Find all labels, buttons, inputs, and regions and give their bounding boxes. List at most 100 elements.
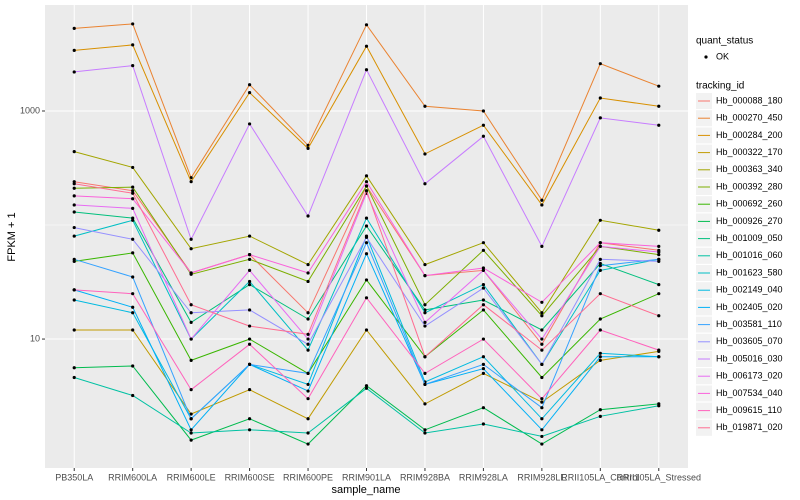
data-point	[306, 389, 310, 393]
data-point	[306, 337, 310, 341]
data-point	[423, 182, 427, 186]
data-point	[306, 271, 310, 275]
data-point	[540, 328, 544, 332]
data-point	[189, 428, 193, 432]
legend-label: OK	[716, 51, 729, 61]
data-point	[306, 371, 310, 375]
x-tick-label: RRIM600SE	[225, 472, 275, 482]
data-point	[247, 234, 252, 238]
data-point	[131, 189, 135, 193]
data-point	[306, 431, 310, 435]
data-point	[481, 241, 486, 245]
data-point	[540, 337, 544, 341]
data-point	[657, 228, 661, 232]
data-point	[247, 362, 252, 366]
data-point	[540, 397, 544, 401]
data-point	[364, 224, 369, 228]
data-point	[598, 328, 602, 332]
legend-label: Hb_006173_020	[716, 371, 783, 381]
data-point	[131, 237, 135, 241]
data-point	[598, 264, 602, 268]
data-point	[72, 375, 76, 380]
legend-label: Hb_000363_340	[716, 164, 783, 174]
data-point	[306, 397, 310, 401]
data-point	[481, 286, 486, 290]
data-point	[72, 210, 76, 214]
data-point	[540, 434, 544, 439]
data-point	[657, 404, 661, 408]
data-point	[364, 216, 369, 220]
data-point	[189, 431, 193, 435]
data-point	[540, 417, 544, 421]
data-point	[598, 355, 602, 359]
data-point	[540, 442, 544, 446]
legend-label: Hb_007534_040	[716, 388, 783, 398]
data-point	[481, 266, 486, 270]
data-point	[131, 191, 135, 195]
data-point	[189, 438, 193, 442]
data-point	[247, 122, 252, 126]
data-point	[131, 197, 135, 201]
legend-label: Hb_002149_040	[716, 285, 783, 295]
data-point	[423, 274, 427, 278]
data-point	[247, 428, 252, 432]
data-point	[189, 311, 193, 315]
data-point	[364, 296, 369, 300]
data-point	[657, 292, 661, 296]
data-point	[247, 342, 252, 346]
x-tick-label: RRIM600LA	[108, 472, 157, 482]
legend-label: Hb_003605_070	[716, 336, 783, 346]
data-point	[72, 48, 76, 52]
data-point	[189, 247, 193, 251]
data-point	[131, 311, 135, 315]
data-point	[598, 408, 602, 412]
data-point	[364, 180, 369, 184]
x-tick-label: RRIM600PE	[283, 472, 333, 482]
data-point	[72, 328, 76, 332]
data-point	[364, 23, 369, 27]
data-point	[189, 237, 193, 241]
legend-label: Hb_019871_020	[716, 422, 783, 432]
data-point	[72, 182, 76, 186]
data-point	[481, 362, 486, 366]
data-point	[131, 305, 135, 309]
data-point	[131, 165, 135, 170]
data-point	[131, 218, 135, 222]
data-point	[598, 351, 602, 355]
data-point	[364, 235, 369, 239]
data-point	[306, 214, 310, 218]
legend-label: Hb_000692_260	[716, 199, 783, 209]
data-point	[364, 252, 369, 256]
data-point	[72, 225, 76, 230]
data-point	[247, 337, 252, 341]
data-point	[189, 180, 193, 184]
data-point	[657, 259, 661, 263]
data-point	[72, 150, 76, 154]
data-point	[72, 366, 76, 370]
data-point	[657, 253, 661, 257]
data-point	[423, 382, 427, 387]
legend-label: Hb_000270_450	[716, 113, 783, 123]
data-point	[72, 288, 76, 292]
data-point	[306, 317, 310, 321]
data-point	[364, 44, 369, 48]
data-point	[540, 198, 544, 202]
data-point	[481, 367, 486, 371]
data-point	[657, 123, 661, 127]
legend-label: Hb_000322_170	[716, 147, 783, 157]
data-point	[247, 283, 252, 287]
x-axis-title: sample_name	[331, 484, 400, 496]
data-point	[598, 358, 602, 362]
legend-label: Hb_000088_180	[716, 95, 783, 105]
legend-label: Hb_005016_030	[716, 353, 783, 363]
data-point	[247, 308, 252, 312]
data-point	[247, 417, 252, 421]
data-point	[189, 417, 193, 421]
legend-label: Hb_002405_020	[716, 302, 783, 312]
data-point	[306, 262, 310, 267]
data-point	[72, 186, 76, 190]
data-point	[364, 328, 369, 332]
data-point	[540, 348, 544, 352]
data-point	[364, 384, 369, 388]
